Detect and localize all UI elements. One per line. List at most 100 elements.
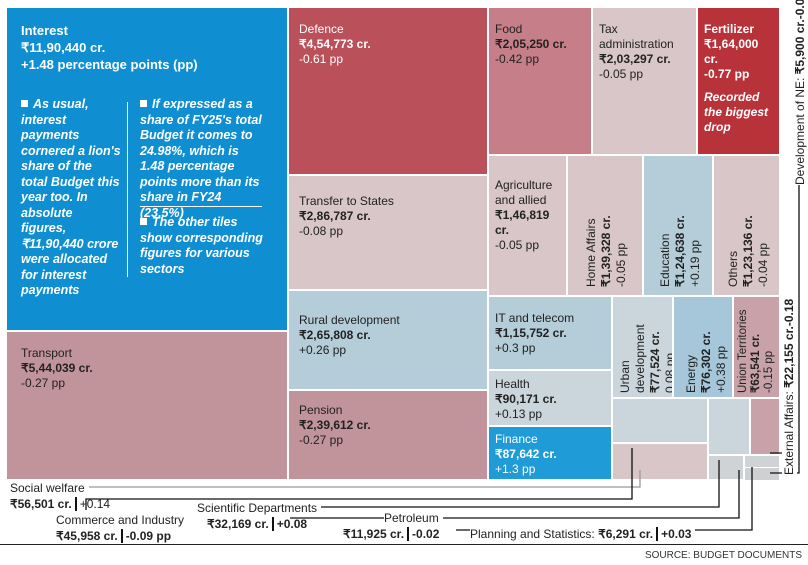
label-value: ₹11,925 cr. xyxy=(343,527,405,541)
tile-change: -0.27 pp xyxy=(299,433,344,447)
tile-social-welfare xyxy=(612,398,708,443)
note-divider xyxy=(140,206,262,207)
tile-name: Transfer to States xyxy=(299,194,394,208)
label-social-welfare: Social welfare xyxy=(10,481,89,496)
tile-change: -0.42 pp xyxy=(495,52,540,66)
label-change: -0.09 pp xyxy=(125,529,172,543)
tile-change: -0.05 pp xyxy=(599,67,644,81)
tile-value: ₹1,15,752 cr. xyxy=(495,326,567,340)
tile-change: +0.13 pp xyxy=(495,407,543,421)
tile-value: ₹1,64,000 cr. xyxy=(704,37,759,66)
label-change: -0.01 xyxy=(793,0,807,20)
tile-defence: Defence ₹4,54,773 cr. -0.61 pp xyxy=(288,7,488,175)
interest-note-2: If expressed as a share of FY25's total … xyxy=(140,97,265,221)
tile-agriculture: Agriculture and allied ₹1,46,819 cr. -0.05… xyxy=(488,155,567,296)
source-note: SOURCE: BUDGET DOCUMENTS xyxy=(644,550,802,561)
note-text: As usual, interest payments cornered a l… xyxy=(21,97,121,297)
tile-change: +0.3 pp xyxy=(495,341,536,355)
tile-change: +1.3 pp xyxy=(495,462,536,476)
label-change: -0.18 xyxy=(782,298,796,327)
tile-commerce-industry xyxy=(612,443,708,480)
tile-change: -0.61 pp xyxy=(299,52,344,66)
tile-name: Finance xyxy=(495,432,538,446)
tile-transport: Transport ₹5,44,039 cr. -0.27 pp xyxy=(6,331,288,480)
label-name: Planning and Statistics: xyxy=(470,527,595,541)
tile-name: Transport xyxy=(21,346,72,360)
label-name: Petroleum xyxy=(384,511,439,525)
label-change: +0.14 xyxy=(79,497,111,511)
interest-note-1: As usual, interest payments cornered a l… xyxy=(21,97,121,299)
tile-change: -0.08 pp xyxy=(299,224,344,238)
tile-name: Tax administration xyxy=(599,22,674,51)
note-text: The other tiles show corresponding figur… xyxy=(140,215,263,276)
label-petroleum-value: ₹11,925 cr. -0.02 xyxy=(343,527,439,542)
tile-note: Recorded the biggest drop xyxy=(704,90,769,134)
tile-food: Food ₹2,05,250 cr. -0.42 pp xyxy=(488,7,592,155)
tile-value: ₹2,05,250 cr. xyxy=(495,37,567,51)
tile-name: Agriculture and allied xyxy=(495,178,553,207)
tile-value: ₹1,46,819 cr. xyxy=(495,208,550,237)
leader-social-welfare xyxy=(66,470,641,488)
interest-note-3: The other tiles show corresponding figur… xyxy=(140,215,265,277)
note-text: If expressed as a share of FY25's total … xyxy=(140,97,262,220)
label-scientific: Scientific Departments xyxy=(197,501,322,516)
label-change: +0.08 xyxy=(276,517,308,531)
label-value: ₹32,169 cr. xyxy=(207,517,269,531)
label-planning: Planning and Statistics: ₹6,291 cr. +0.03 xyxy=(470,527,696,542)
tile-value: ₹11,90,440 cr. xyxy=(21,40,106,55)
label-external-affairs: External Affairs: ₹22,155 cr.-0.18 xyxy=(782,185,797,475)
tile-value: ₹5,44,039 cr. xyxy=(21,361,93,375)
tile-name: Rural development xyxy=(299,313,400,327)
label-value: ₹45,958 cr. xyxy=(56,529,118,543)
leader-commerce xyxy=(85,448,633,510)
tile-finance: Finance ₹87,642 cr. +1.3 pp xyxy=(488,426,612,480)
tile-value: ₹2,86,787 cr. xyxy=(299,209,371,223)
tile-transfer-to-states: Transfer to States ₹2,86,787 cr. -0.08 pp xyxy=(288,175,488,290)
tile-health: Health ₹90,171 cr. +0.13 pp xyxy=(488,370,612,426)
tile-petroleum xyxy=(708,455,744,480)
tile-pension: Pension ₹2,39,612 cr. -0.27 pp xyxy=(288,390,488,480)
label-name: Commerce and Industry xyxy=(56,513,185,527)
tile-change: -0.05 pp xyxy=(495,238,540,252)
label-value: ₹22,155 cr. xyxy=(782,326,796,388)
label-value: ₹6,291 cr. xyxy=(598,527,654,541)
label-name: Development of NE: xyxy=(793,77,807,185)
label-name: External Affairs: xyxy=(782,391,796,475)
tile-value: ₹4,54,773 cr. xyxy=(299,37,371,51)
tile-value: ₹87,642 cr. xyxy=(495,447,557,461)
tile-change: -0.77 pp xyxy=(704,67,750,81)
label-commerce-value: ₹45,958 cr. -0.09 pp xyxy=(56,529,171,544)
tile-name: Pension xyxy=(299,403,343,417)
leader-petroleum xyxy=(290,470,740,519)
tile-rural-development: Rural development ₹2,65,808 cr. +0.26 pp xyxy=(288,290,488,390)
note-divider xyxy=(127,102,128,277)
tile-name: Health xyxy=(495,377,530,391)
label-value: ₹5,900 cr. xyxy=(793,19,807,75)
tile-value: ₹90,171 cr. xyxy=(495,392,557,406)
label-change: -0.02 xyxy=(412,527,440,541)
tile-name: Defence xyxy=(299,22,344,36)
tile-fertilizer: Fertilizer ₹1,64,000 cr. -0.77 pp Recorded … xyxy=(697,7,780,155)
label-name: Social welfare xyxy=(10,481,85,495)
tile-name: Food xyxy=(495,22,523,36)
leader-development-ne xyxy=(770,180,800,474)
leader-scientific xyxy=(212,460,720,508)
tile-tax-administration: Tax administration ₹2,03,297 cr. -0.05 pp xyxy=(592,7,697,155)
tile-change: -0.27 pp xyxy=(21,376,66,390)
tile-scientific-departments xyxy=(708,398,750,455)
label-social-welfare-value: ₹56,501 cr. +0.14 xyxy=(10,497,110,512)
tile-name: Fertilizer xyxy=(704,22,755,36)
label-petroleum: Petroleum xyxy=(384,511,443,526)
label-development-ne: Development of NE: ₹5,900 cr.-0.01 xyxy=(793,0,808,185)
tile-it-telecom: IT and telecom ₹1,15,752 cr. +0.3 pp xyxy=(488,296,612,370)
label-change: +0.03 xyxy=(661,527,692,541)
tile-value: ₹2,03,297 cr. xyxy=(599,52,671,66)
label-scientific-value: ₹32,169 cr. +0.08 xyxy=(207,517,307,532)
tile-change: +0.26 pp xyxy=(299,343,347,357)
tile-value: ₹2,65,808 cr. xyxy=(299,328,371,342)
tile-name: IT and telecom xyxy=(495,311,575,325)
label-name: Scientific Departments xyxy=(197,501,318,515)
tile-interest: Interest ₹11,90,440 cr. +1.48 percentage… xyxy=(6,7,288,331)
